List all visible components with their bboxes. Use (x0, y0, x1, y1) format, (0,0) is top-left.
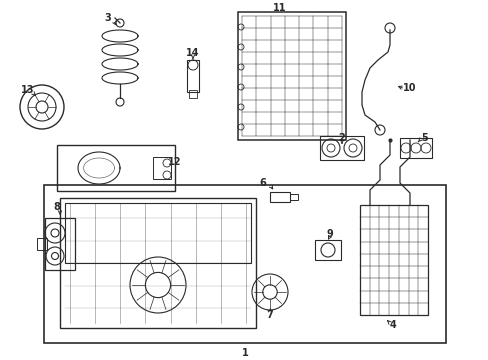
Bar (189, 90, 197, 98)
Bar (44, 185, 445, 343)
Bar (359, 205, 427, 315)
Bar (60, 198, 256, 328)
Text: 13: 13 (21, 85, 35, 95)
Bar (45, 218, 75, 270)
Text: 5: 5 (421, 133, 427, 143)
Text: 9: 9 (326, 229, 333, 239)
Text: 2: 2 (338, 133, 345, 143)
Text: 11: 11 (273, 3, 286, 13)
Bar (269, 192, 289, 202)
Text: 1: 1 (241, 348, 248, 358)
Bar (314, 240, 340, 260)
Text: 10: 10 (403, 83, 416, 93)
Text: 6: 6 (259, 178, 266, 188)
Bar (399, 138, 431, 158)
Bar (319, 136, 363, 160)
Bar (238, 12, 346, 140)
Text: 8: 8 (54, 202, 61, 212)
Bar (289, 194, 297, 200)
Text: 4: 4 (389, 320, 396, 330)
Text: 3: 3 (104, 13, 111, 23)
Bar (65, 203, 250, 263)
Bar (37, 238, 47, 250)
Text: 7: 7 (266, 310, 273, 320)
Bar (57, 145, 175, 191)
Bar (186, 60, 199, 92)
Text: 12: 12 (168, 157, 182, 167)
Text: 14: 14 (186, 48, 199, 58)
Bar (153, 157, 171, 179)
